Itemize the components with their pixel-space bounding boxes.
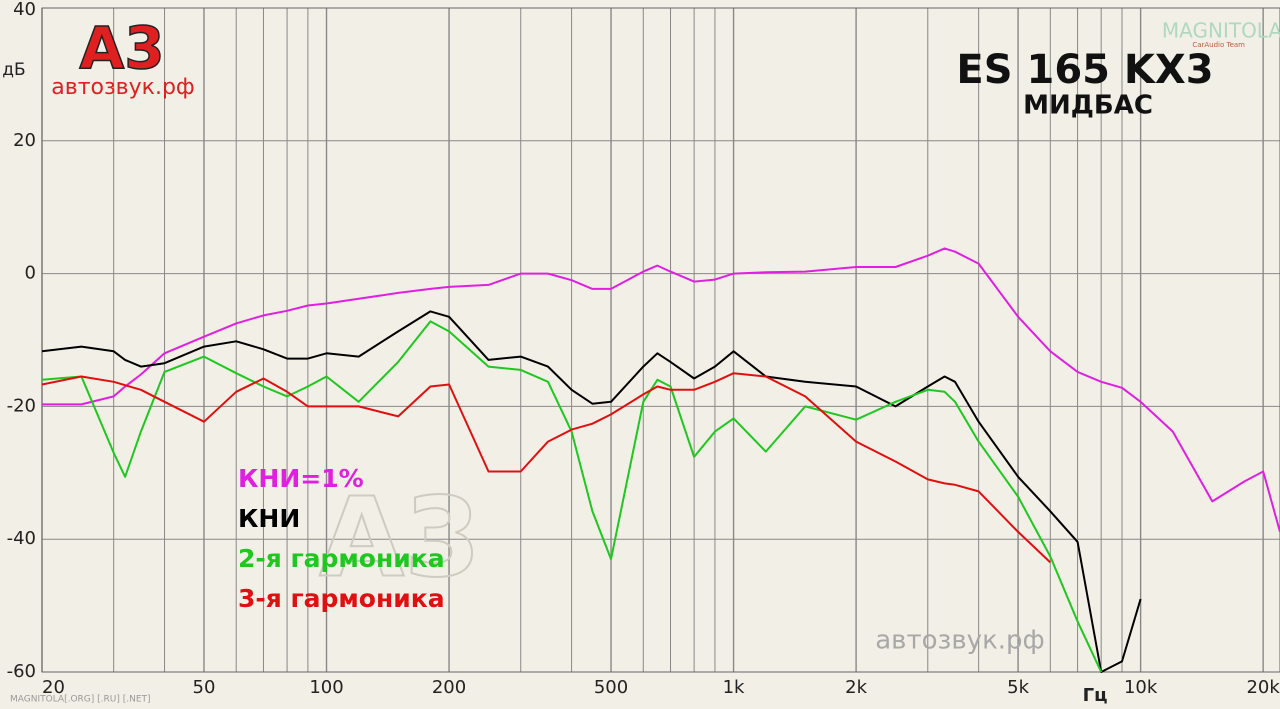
corner-brand: MAGNITOLA [1162,19,1280,43]
legend-entry: КНИ=1% [238,464,364,493]
plot-frame [41,7,1280,673]
y-tick-label: 20 [13,130,36,151]
x-tick-label: 10k [1124,677,1158,698]
x-axis-label: Гц [1083,685,1108,706]
logo-site: автозвук.рф [51,75,194,100]
y-axis-label: дБ [2,60,25,80]
y-tick-label: -40 [7,528,36,549]
x-tick-label: 50 [193,677,216,698]
x-tick-label: 1k [723,677,745,698]
x-tick-label: 20 [42,677,65,698]
series-line [42,247,1280,533]
legend-entry: КНИ [238,504,300,533]
x-tick-label: 200 [432,677,466,698]
y-tick-label: -20 [7,395,36,416]
chart-subtitle: МИДБАС [1023,91,1153,121]
y-tick-label: -60 [7,661,36,682]
legend-entry: 3-я гармоника [238,584,445,613]
corner-brand-sub: CarAudio Team [1192,41,1245,49]
x-tick-label: 5k [1007,677,1029,698]
x-tick-label: 500 [594,677,628,698]
logo: А3 [79,14,164,82]
watermark: автозвук.рф [875,626,1045,656]
y-tick-label: 0 [25,263,36,284]
series-line [41,372,1051,564]
x-tick-label: 2k [845,677,867,698]
legend-entry: 2-я гармоника [238,544,445,573]
x-tick-label: 20k [1246,677,1280,698]
series-line [41,310,1142,673]
y-tick-label: 40 [13,0,36,20]
footer: MAGNITOLA[.ORG] [.RU] [.NET] [10,695,151,705]
chart-title: ES 165 KX3 [956,47,1213,93]
grid [41,7,1280,673]
watermark-logo: А3 [319,473,481,601]
legend: КНИ=1% КНИ 2-я гармоника 3-я гармоника [238,464,445,613]
x-tick-label: 100 [309,677,343,698]
series-line [41,320,1103,673]
lines [41,247,1280,673]
